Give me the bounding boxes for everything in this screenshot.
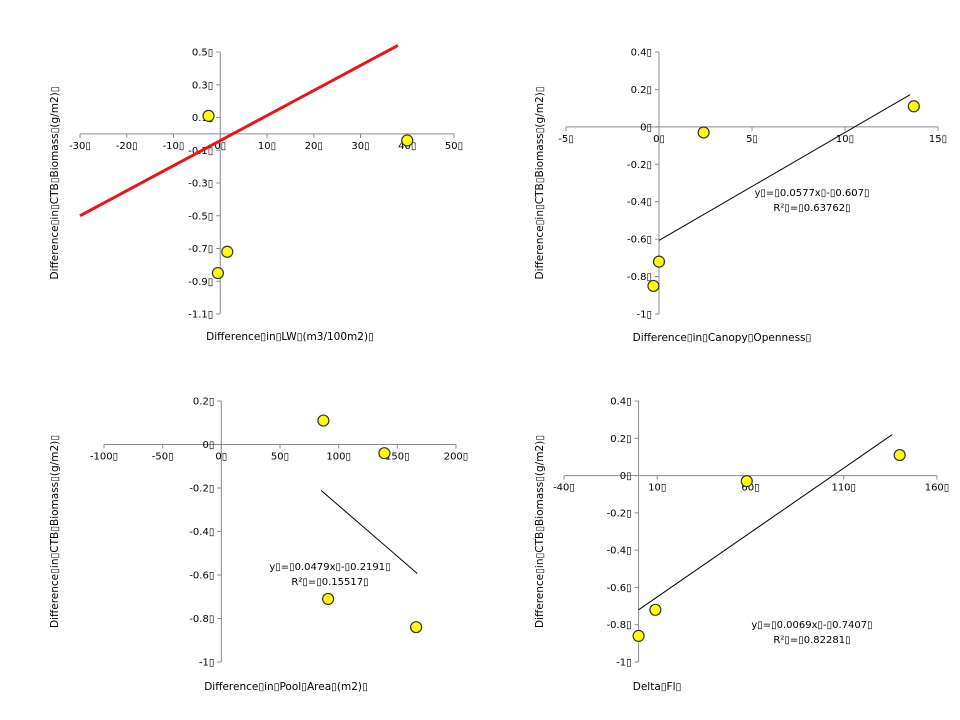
chart-panel-2: -5▯ 0▯ 5▯ 10▯ 15▯ 0.4▯ 0.2▯ 0▯ -0.2▯ -0.4▯ -0.6▯ -0… xyxy=(534,48,947,345)
trendline xyxy=(658,94,911,241)
x-tick-label: 110▯ xyxy=(831,483,856,494)
y-tick-label: -1▯ xyxy=(199,658,214,669)
data-point xyxy=(647,279,660,293)
x-axis-title: Difference▯in▯Canopy▯Openness▯ xyxy=(633,332,812,344)
y-tick-label: -0.7▯ xyxy=(188,244,213,255)
y-tick-label: -0.8▯ xyxy=(607,620,632,631)
data-point xyxy=(907,100,920,113)
regression-equation-label: R²▯=▯0.82281▯ xyxy=(773,635,850,646)
data-point xyxy=(401,134,414,147)
x-tick-label: 20▯ xyxy=(305,141,323,152)
y-tick-label: -0.6▯ xyxy=(189,571,214,582)
y-tick-label: -0.5▯ xyxy=(188,211,213,222)
x-tick-label: 5▯ xyxy=(746,134,758,145)
y-axis-title: Difference▯in▯CTB▯Biomass▯(g/m2)▯ xyxy=(534,87,546,280)
y-axis-title: Difference▯in▯CTB▯Biomass▯(g/m2)▯ xyxy=(49,435,61,628)
regression-equation-label: R²▯=▯0.15517▯ xyxy=(291,577,368,588)
x-tick-label: 160▯ xyxy=(925,483,950,494)
x-tick-label: 150▯ xyxy=(385,452,410,463)
y-tick-label: -0.2▯ xyxy=(607,508,632,519)
chart-panel-4: -40▯ 10▯ 60▯ 110▯ 160▯ 0.4▯ 0.2▯ 0▯ -0.2▯ -0.4▯ -0… xyxy=(534,397,949,694)
y-tick-label: 0▯ xyxy=(202,440,214,451)
trendline xyxy=(638,434,893,611)
y-tick-label: 0.2▯ xyxy=(193,397,214,408)
data-point xyxy=(697,126,710,139)
x-tick-label: 60▯ xyxy=(741,483,759,494)
x-axis-title: Difference▯in▯Pool▯Area▯(m2)▯ xyxy=(204,681,368,693)
x-tick-label: 100▯ xyxy=(326,452,351,463)
x-tick-label: 0▯ xyxy=(653,134,665,145)
x-tick-label: -30▯ xyxy=(69,141,91,152)
y-tick-label: -0.2▯ xyxy=(627,160,652,171)
y-tick-label: 0.5▯ xyxy=(192,48,213,59)
data-point xyxy=(221,245,234,258)
y-axis-title: Difference▯in▯CTB▯Biomass▯(g/m2)▯ xyxy=(49,87,61,280)
x-axis-title: Difference▯in▯LW▯(m3/100m2)▯ xyxy=(206,331,374,343)
regression-equation-label: y▯=▯0.0577x▯‐▯0.607▯ xyxy=(755,188,870,199)
x-tick-label: 10▯ xyxy=(836,134,854,145)
trendline xyxy=(320,490,418,574)
x-tick-label: -20▯ xyxy=(116,141,138,152)
trendline xyxy=(79,44,399,218)
y-tick-label: -0.4▯ xyxy=(607,546,632,557)
x-tick-label: 200▯ xyxy=(444,452,469,463)
y-tick-label: -0.8▯ xyxy=(627,272,652,283)
data-point xyxy=(410,621,423,634)
y-tick-label: 0.2▯ xyxy=(610,434,631,445)
data-point xyxy=(652,255,666,268)
data-point xyxy=(202,109,215,122)
y-tick-label: -1▯ xyxy=(616,658,631,669)
x-tick-label: 0▯ xyxy=(215,452,227,463)
x-tick-label: 50▯ xyxy=(445,141,463,152)
y-tick-label: -0.8▯ xyxy=(189,614,214,625)
x-tick-label: -40▯ xyxy=(553,483,575,494)
x-tick-label: 10▯ xyxy=(648,483,666,494)
x-tick-label: -50▯ xyxy=(152,452,174,463)
x-tick-label: 10▯ xyxy=(258,141,276,152)
y-tick-label: -1▯ xyxy=(637,310,652,321)
chart-panel-1: -30▯-20▯-10▯0▯10▯20▯30▯40▯50▯0.5▯0.3▯0.1… xyxy=(49,44,463,343)
x-tick-label: -5▯ xyxy=(558,134,573,145)
y-tick-label: -0.6▯ xyxy=(607,583,632,594)
data-point xyxy=(649,603,662,616)
x-tick-label: 0▯ xyxy=(214,141,226,152)
y-tick-label: -0.3▯ xyxy=(188,179,213,190)
regression-equation-label: y▯=▯0.0069x▯‐▯0.7407▯ xyxy=(751,620,872,631)
y-tick-label: 0▯ xyxy=(640,122,652,133)
data-point xyxy=(378,447,391,460)
x-tick-label: -10▯ xyxy=(163,141,185,152)
y-tick-label: 0▯ xyxy=(620,471,632,482)
y-tick-label: 0.3▯ xyxy=(192,80,213,91)
chart-panel-3: -100▯ -50▯ 0▯ 50▯ 100▯ 150▯ 200▯ 0.2▯ 0▯ -0.2▯ -0.… xyxy=(49,397,468,694)
data-point xyxy=(317,414,330,427)
y-tick-label: -0.4▯ xyxy=(627,197,652,208)
data-point xyxy=(740,475,753,488)
x-tick-label: -100▯ xyxy=(90,452,118,463)
y-tick-label: -0.6▯ xyxy=(627,235,652,246)
y-tick-label: -0.2▯ xyxy=(189,484,214,495)
regression-equation-label: y▯=▯0.0479x▯‐▯0.2191▯ xyxy=(269,562,390,573)
y-tick-label: -0.9▯ xyxy=(188,277,213,288)
y-axis-title: Difference▯in▯CTB▯Biomass▯(g/m2)▯ xyxy=(534,435,546,628)
x-tick-label: 50▯ xyxy=(271,452,289,463)
regression-equation-label: R²▯=▯0.63762▯ xyxy=(773,203,850,214)
data-point xyxy=(632,629,645,643)
y-tick-label: 0.4▯ xyxy=(610,397,631,408)
data-point xyxy=(322,592,335,606)
x-tick-label: 30▯ xyxy=(351,141,369,152)
y-tick-label: 0.1▯ xyxy=(192,113,213,124)
y-tick-label: 0.2▯ xyxy=(631,85,652,96)
y-tick-label: -0.4▯ xyxy=(189,527,214,538)
data-point xyxy=(211,266,225,280)
data-point xyxy=(893,448,906,462)
y-tick-label: -1.1▯ xyxy=(188,310,213,321)
y-tick-label: 0.4▯ xyxy=(631,48,652,59)
x-tick-label: 15▯ xyxy=(929,134,947,145)
x-axis-title: Delta▯Fl▯ xyxy=(633,681,682,693)
